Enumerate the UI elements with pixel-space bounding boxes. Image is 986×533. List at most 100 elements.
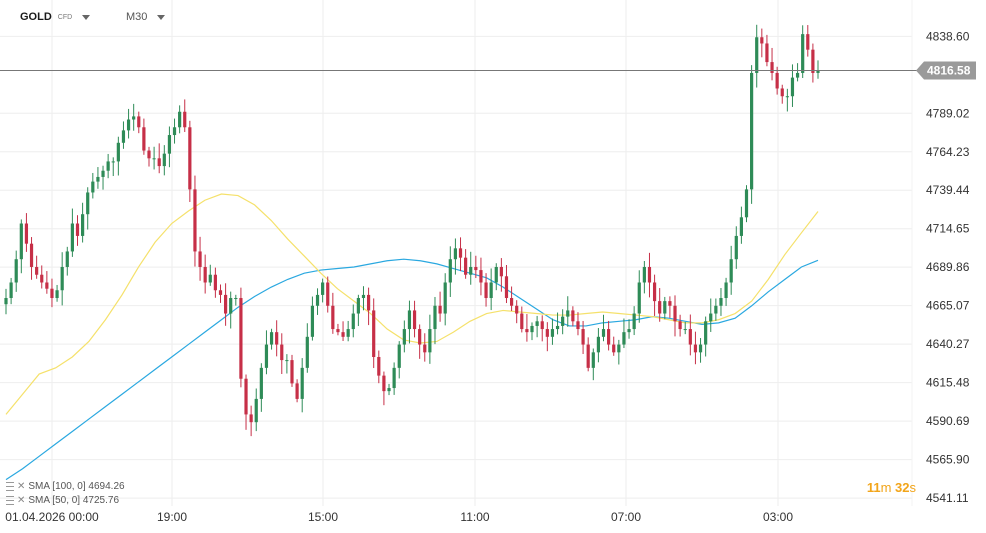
candle-body	[305, 336, 309, 368]
candle-body	[438, 305, 442, 314]
candle	[356, 294, 360, 327]
candle-body	[678, 321, 682, 330]
candle	[509, 286, 514, 311]
candle-body	[469, 266, 473, 275]
candle	[566, 296, 570, 327]
candle	[14, 250, 18, 292]
close-icon[interactable]: ✕	[17, 495, 26, 506]
candle-body	[167, 135, 172, 154]
candle	[652, 274, 657, 316]
candle	[326, 276, 330, 313]
candle-body	[203, 266, 207, 283]
sma-50-line	[5, 193, 819, 415]
candle-body	[561, 316, 565, 326]
candle	[295, 379, 299, 403]
candle	[86, 187, 90, 230]
sma-series	[5, 258, 819, 481]
candle-body	[412, 310, 417, 330]
candle-body	[739, 217, 743, 236]
candle-body	[571, 310, 575, 322]
candle-body	[591, 352, 595, 368]
candle-body	[760, 37, 764, 44]
candle	[658, 288, 662, 322]
candle	[760, 28, 764, 58]
candle	[305, 323, 309, 373]
candle	[504, 264, 509, 304]
indicator-sma-100[interactable]: ✕ SMA [100, 0] 4694.26	[6, 481, 125, 492]
candle-body	[632, 313, 636, 330]
candle	[540, 315, 544, 342]
candle	[744, 185, 749, 223]
candle	[19, 219, 23, 274]
candle	[70, 208, 74, 257]
candle	[591, 348, 595, 381]
y-tick-label: 4764.23	[926, 145, 970, 159]
candle	[75, 215, 80, 246]
candle-body	[24, 223, 29, 244]
candle-body	[453, 248, 458, 260]
candle-body	[474, 266, 478, 271]
candle	[632, 306, 636, 336]
candle	[244, 374, 248, 430]
candle	[545, 322, 549, 352]
candle	[315, 288, 320, 315]
candle-body	[397, 344, 401, 368]
symbol-selector[interactable]: GOLD CFD	[20, 11, 91, 23]
x-tick-label: 03:00	[763, 510, 793, 524]
candle-body	[729, 259, 733, 283]
y-tick-label: 4615.48	[926, 376, 970, 390]
candle-body	[234, 298, 238, 300]
current-price: 4816.58	[0, 61, 976, 80]
candle-body	[326, 282, 330, 306]
candle	[341, 321, 345, 341]
candle-body	[280, 344, 284, 361]
candle	[576, 312, 580, 336]
candle	[40, 265, 44, 289]
candle	[4, 288, 8, 315]
candle	[525, 314, 529, 342]
candle	[678, 314, 682, 337]
candle	[50, 278, 54, 308]
candle-body	[86, 192, 90, 215]
candle-body	[755, 37, 759, 73]
candle	[407, 300, 412, 344]
candle-body	[65, 251, 69, 267]
candle	[198, 236, 202, 281]
candle	[203, 254, 207, 294]
indicator-sma-50[interactable]: ✕ SMA [50, 0] 4725.76	[6, 495, 119, 506]
candle	[249, 405, 253, 437]
candle	[617, 339, 621, 365]
x-tick-label: 01.04.2026 00:00	[5, 510, 99, 524]
candle-body	[60, 266, 64, 291]
candle	[515, 300, 519, 324]
candle	[35, 255, 39, 279]
candle	[433, 296, 437, 345]
candle-body	[229, 298, 233, 314]
candle	[331, 292, 335, 334]
candle-body	[244, 378, 248, 415]
close-icon[interactable]: ✕	[17, 481, 26, 492]
candle-body	[586, 344, 590, 368]
candle-body	[321, 282, 325, 295]
candle-body	[254, 398, 258, 423]
candle-body	[351, 313, 355, 330]
timeframe-selector[interactable]: M30	[126, 11, 166, 23]
candle	[499, 258, 503, 292]
candle-body	[213, 274, 217, 291]
candle-body	[315, 294, 320, 306]
candle-body	[4, 298, 8, 305]
settings-icon[interactable]	[6, 482, 14, 491]
candle	[489, 268, 493, 311]
candle	[458, 237, 463, 272]
candle	[377, 350, 381, 384]
candle	[55, 284, 59, 302]
current-price-tag	[916, 61, 976, 80]
candle-body	[45, 282, 49, 289]
settings-icon[interactable]	[6, 496, 14, 505]
candle-body	[811, 49, 815, 73]
current-price-label: 4816.58	[927, 63, 971, 77]
candle-body	[484, 282, 488, 299]
candle-body	[14, 259, 18, 283]
candle	[775, 66, 779, 95]
